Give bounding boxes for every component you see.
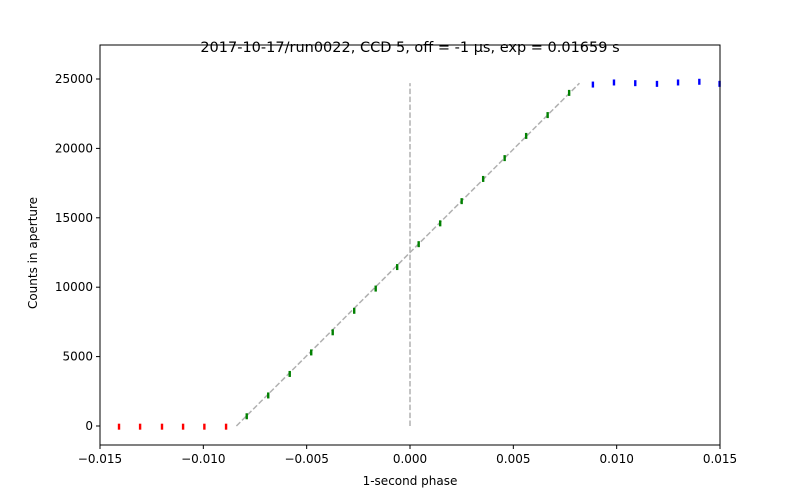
y-tick-label: 15000 [55, 211, 93, 225]
data-point [160, 423, 164, 430]
x-tick-label: 0.010 [599, 452, 633, 466]
data-point [676, 79, 680, 86]
y-tick-label: 20000 [55, 141, 93, 155]
y-tick-label: 25000 [55, 72, 93, 86]
data-point [203, 423, 206, 430]
data-point [310, 349, 313, 356]
data-point [591, 81, 595, 88]
data-point [481, 175, 485, 182]
x-tick-label: −0.010 [181, 452, 225, 466]
x-tick-label: −0.005 [284, 452, 328, 466]
data-point [503, 155, 506, 162]
data-point [567, 89, 571, 96]
data-point [417, 241, 420, 248]
data-point [395, 264, 399, 271]
data-point [634, 80, 637, 87]
data-point [331, 329, 334, 336]
data-point [245, 413, 248, 420]
data-point [655, 80, 659, 87]
y-tick-label: 10000 [55, 280, 93, 294]
data-point [138, 423, 142, 430]
data-point [524, 132, 528, 139]
data-point [546, 112, 549, 119]
x-tick-label: 0.015 [703, 452, 737, 466]
data-point [353, 307, 356, 314]
y-tick-label: 0 [85, 419, 93, 433]
data-point [288, 370, 291, 377]
x-tick-label: 0.005 [496, 452, 530, 466]
data-point [267, 392, 270, 399]
data-point [698, 78, 701, 85]
data-point [224, 423, 228, 430]
y-tick-label: 5000 [62, 350, 93, 364]
data-point [460, 198, 463, 205]
x-tick-label: −0.015 [78, 452, 122, 466]
data-point [374, 285, 377, 292]
y-axis-label: Counts in aperture [26, 197, 40, 309]
data-point [438, 220, 442, 227]
x-axis-label: 1-second phase [363, 474, 458, 488]
chart-title: 2017-10-17/run0022, CCD 5, off = -1 μs, … [200, 40, 619, 56]
fit-line [235, 82, 580, 427]
data-point [612, 79, 616, 86]
plot-frame [99, 44, 721, 446]
x-tick-label: 0.000 [393, 452, 427, 466]
data-point [117, 423, 121, 430]
data-point [181, 423, 185, 430]
